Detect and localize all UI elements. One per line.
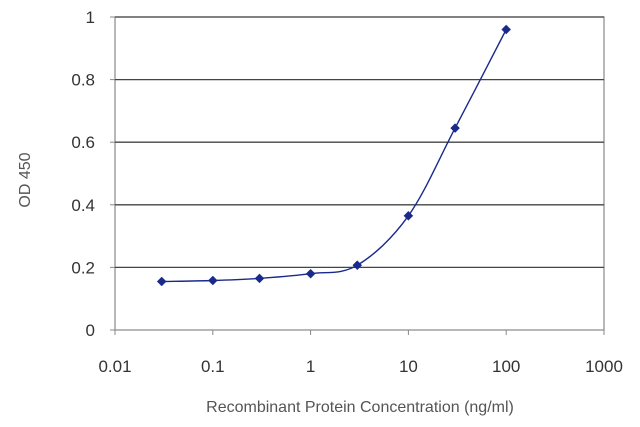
series-layer [156, 24, 512, 287]
data-point [156, 276, 167, 287]
x-axis: 0.01 0.1 1 10 100 1000 [98, 330, 623, 376]
data-point [254, 273, 265, 284]
x-tick-label: 10 [399, 357, 418, 376]
y-tick-label: 1 [86, 8, 95, 27]
y-tick-label: 0 [86, 321, 95, 340]
x-tick-label: 100 [492, 357, 520, 376]
y-tick-label: 0.2 [71, 258, 95, 277]
x-tick-label: 1000 [585, 357, 623, 376]
data-point [352, 260, 363, 271]
y-axis-title: OD 450 [17, 152, 34, 207]
data-point [501, 24, 512, 35]
data-point [450, 123, 460, 133]
data-point [403, 210, 414, 221]
x-tick-label: 0.01 [98, 357, 131, 376]
y-tick-label: 0.8 [71, 71, 95, 90]
plot-area-frame [114, 16, 605, 331]
y-tick-label: 0.4 [71, 196, 95, 215]
y-axis: 0 0.2 0.4 0.6 0.8 1 [71, 8, 115, 340]
y-tick-label: 0.6 [71, 133, 95, 152]
plot-area [114, 16, 605, 331]
grid-lines [115, 16, 604, 269]
x-tick-label: 0.1 [201, 357, 225, 376]
data-point [207, 275, 218, 286]
data-point [305, 268, 316, 279]
x-axis-title: Recombinant Protein Concentration (ng/ml… [206, 399, 514, 416]
x-tick-label: 1 [306, 357, 315, 376]
